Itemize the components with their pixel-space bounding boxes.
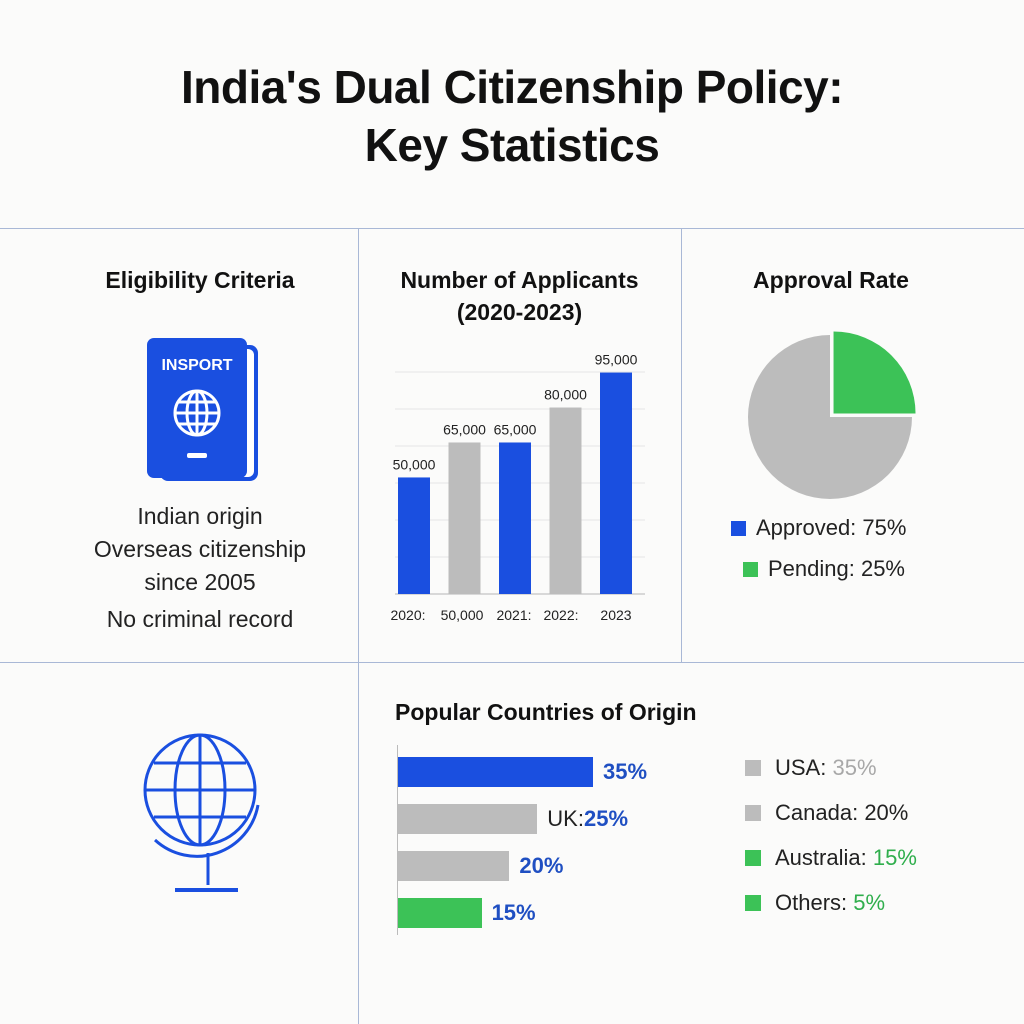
bar-label: 25% bbox=[583, 806, 629, 831]
legend-name: Others: bbox=[775, 890, 848, 915]
data-label: 80,000 bbox=[544, 387, 587, 403]
legend-item: Australia: 15% bbox=[745, 845, 917, 871]
bar bbox=[499, 442, 531, 594]
bar bbox=[549, 407, 582, 594]
bar bbox=[398, 804, 538, 834]
x-tick-label: 2022: bbox=[543, 607, 578, 623]
bar-prefix: UK: bbox=[547, 806, 584, 831]
bar-row: UK: 25% bbox=[398, 804, 628, 834]
data-label: 65,000 bbox=[443, 421, 486, 437]
legend-swatch bbox=[745, 805, 761, 821]
legend-name: Australia: bbox=[775, 845, 867, 870]
bar-label: 35% bbox=[603, 759, 648, 784]
applicants-bar-chart: 50,000 2020: 65,000 50,000 65,000 2021: 80,000… bbox=[390, 352, 645, 623]
legend-item: Others: 5% bbox=[745, 890, 885, 916]
legend-name: Canada: bbox=[775, 800, 859, 825]
criteria-list: Indian origin Overseas citizenship since… bbox=[93, 503, 307, 632]
x-tick-label: 2021: bbox=[496, 607, 531, 623]
legend-item: Canada: 20% bbox=[745, 800, 908, 826]
legend-swatch bbox=[731, 520, 746, 536]
divider bbox=[0, 662, 1024, 663]
applicants-title: Number of Applicants (2020-2023) bbox=[400, 267, 639, 325]
bar bbox=[398, 477, 430, 594]
bar-row: 35% bbox=[398, 757, 647, 787]
passport-text: INSPORT bbox=[161, 357, 232, 374]
pie-slice-pending bbox=[833, 331, 916, 414]
legend-swatch bbox=[745, 760, 761, 776]
passport-icon: INSPORT bbox=[147, 338, 258, 481]
legend-pending: Pending: 25% bbox=[743, 556, 905, 582]
bar bbox=[600, 372, 632, 594]
bar-row: 15% bbox=[398, 898, 536, 928]
x-tick-label: 2023 bbox=[600, 607, 631, 623]
legend-approved: Approved: 75% bbox=[731, 515, 906, 541]
bar-label: 20% bbox=[519, 853, 564, 878]
bar bbox=[398, 851, 510, 881]
approval-pie-chart bbox=[748, 331, 916, 499]
x-tick-label: 2020: bbox=[390, 607, 425, 623]
data-label: 65,000 bbox=[494, 421, 537, 437]
legend-swatch bbox=[745, 895, 761, 911]
legend-value: 5% bbox=[853, 890, 886, 915]
legend-value: 35% bbox=[832, 755, 877, 780]
divider bbox=[358, 228, 359, 1024]
globe-icon bbox=[143, 733, 260, 892]
bar bbox=[448, 442, 481, 594]
legend-swatch bbox=[745, 850, 761, 866]
bar bbox=[398, 757, 593, 787]
countries-title: Popular Countries of Origin bbox=[395, 699, 697, 725]
divider bbox=[0, 228, 1024, 229]
eligibility-heading: Eligibility Criteria bbox=[105, 267, 295, 293]
data-label: 95,000 bbox=[595, 352, 638, 368]
data-label: 50,000 bbox=[393, 456, 436, 472]
x-tick-label: 50,000 bbox=[441, 607, 484, 623]
legend-value: 20% bbox=[864, 800, 909, 825]
axis-line bbox=[397, 745, 398, 935]
page-title: India's Dual Citizenship Policy: Key Sta… bbox=[180, 61, 844, 171]
bar-row: 20% bbox=[398, 851, 563, 881]
legend-swatch bbox=[743, 561, 758, 577]
bar-label: 15% bbox=[491, 900, 536, 925]
legend-item: USA: 35% bbox=[745, 755, 877, 781]
legend-name: USA: bbox=[775, 755, 827, 780]
approval-title: Approval Rate bbox=[753, 267, 909, 293]
bar bbox=[398, 898, 482, 928]
legend-value: 15% bbox=[872, 845, 917, 870]
divider bbox=[681, 228, 682, 662]
pie-slice-approved bbox=[748, 335, 912, 499]
